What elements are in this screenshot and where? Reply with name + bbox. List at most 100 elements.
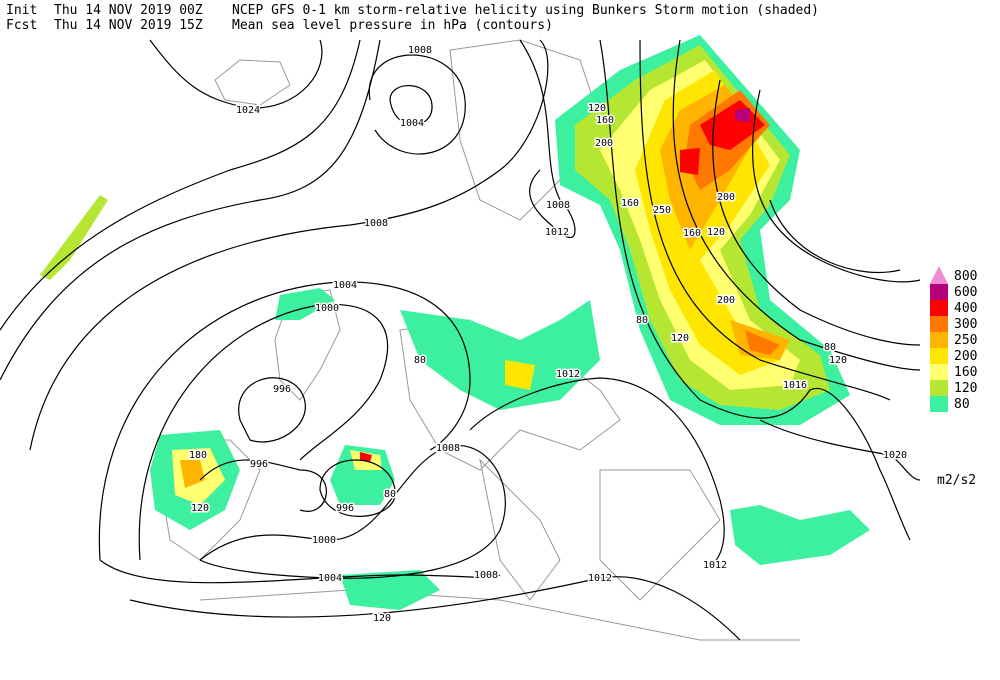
isobar <box>672 39 921 371</box>
shading-label: 80 <box>414 355 426 366</box>
colorbar-swatch <box>930 364 948 380</box>
fcst-time: Thu 14 NOV 2019 15Z <box>54 18 203 33</box>
helicity-area <box>340 570 440 610</box>
colorbar-label: 300 <box>954 317 977 332</box>
contour-label: 996 <box>336 503 354 514</box>
shading-label: 250 <box>653 205 671 216</box>
shading-label: 200 <box>717 192 735 203</box>
shading-label: 120 <box>191 503 209 514</box>
shading-label: 80 <box>824 342 836 353</box>
colorbar-swatch <box>930 332 948 348</box>
isobar <box>99 559 501 584</box>
contours <box>0 39 921 641</box>
isobar <box>368 54 466 155</box>
contour-labels: 1024 1008 1004 1008 1004 1000 996 996 996 1000 100… <box>187 44 908 626</box>
colorbar-arrow <box>930 266 948 284</box>
contour-label: 1008 <box>436 443 460 454</box>
isobar <box>599 39 911 541</box>
isobar <box>751 89 921 283</box>
isobar <box>29 39 549 451</box>
colorbar-swatch <box>930 284 948 300</box>
title-line-1: NCEP GFS 0-1 km storm-relative helicity … <box>232 3 819 18</box>
helicity-area <box>685 90 780 355</box>
isobar <box>138 303 389 561</box>
colorbar-label: 800 <box>954 269 977 284</box>
shading-label: 120 <box>671 333 689 344</box>
contour-label: 1012 <box>703 560 727 571</box>
fcst-label: Fcst <box>6 18 37 33</box>
shading-label: 160 <box>596 115 614 126</box>
contour-label: 1000 <box>312 535 336 546</box>
colorbar-label: 250 <box>954 333 977 348</box>
coastline <box>199 589 800 641</box>
colorbar-label: 80 <box>954 397 970 412</box>
shading-label: 200 <box>717 295 735 306</box>
colorbar-label: 400 <box>954 301 977 316</box>
contour-label: 1004 <box>400 118 424 129</box>
contour-label: 1012 <box>556 369 580 380</box>
shading-label: 120 <box>707 227 725 238</box>
shading-label: 120 <box>829 355 847 366</box>
helicity-area <box>180 460 205 488</box>
colorbar-label: 160 <box>954 365 977 380</box>
shading-label: 120 <box>588 103 606 114</box>
shading-label: 120 <box>373 613 391 624</box>
contour-label: 1020 <box>883 450 907 461</box>
isobar <box>469 377 725 566</box>
isobar <box>0 39 381 381</box>
shading-label: 160 <box>621 198 639 209</box>
shading <box>40 35 870 610</box>
isobar <box>639 39 891 401</box>
contour-label: 1008 <box>546 200 570 211</box>
colorbar-swatch <box>930 348 948 364</box>
isobar <box>712 79 921 346</box>
colorbar-swatch <box>930 316 948 332</box>
init-label: Init <box>6 3 37 18</box>
shading-label: 160 <box>683 228 701 239</box>
contour-label: 996 <box>250 459 268 470</box>
helicity-area <box>505 360 535 390</box>
contour-label: 996 <box>273 384 291 395</box>
isobar <box>759 419 921 481</box>
contour-label: 1024 <box>236 105 260 116</box>
colorbar-label: 600 <box>954 285 977 300</box>
contour-label: 1000 <box>315 303 339 314</box>
isobar <box>238 377 306 443</box>
title-line-2: Mean sea level pressure in hPa (contours… <box>232 18 553 33</box>
coastline <box>274 289 341 401</box>
contour-label: 1008 <box>408 45 432 56</box>
isobar <box>199 459 327 512</box>
contour-label: 1004 <box>333 280 357 291</box>
shading-label: 80 <box>636 315 648 326</box>
colorbar-swatch <box>930 300 948 316</box>
isobar <box>0 39 361 331</box>
shading-label: 200 <box>595 138 613 149</box>
contour-label: 1012 <box>545 227 569 238</box>
colorbar-label: 120 <box>954 381 977 396</box>
isobar <box>129 576 741 641</box>
colorbar-label: 200 <box>954 349 977 364</box>
contour-label: 1004 <box>318 573 342 584</box>
colorbar-swatch <box>930 396 948 412</box>
coastline <box>214 59 291 106</box>
header: Init Thu 14 NOV 2019 00Z Fcst Thu 14 NOV… <box>6 3 819 33</box>
coastline <box>479 458 561 601</box>
contour-label: 1008 <box>474 570 498 581</box>
isobar <box>519 39 576 239</box>
helicity-area <box>40 195 108 280</box>
shading-label: 180 <box>189 450 207 461</box>
contour-label: 1012 <box>588 573 612 584</box>
isobar <box>98 281 471 561</box>
helicity-area <box>360 452 372 462</box>
isobar <box>149 39 323 109</box>
unit-label: m2/s2 <box>937 473 976 488</box>
coastline <box>599 469 721 601</box>
helicity-area <box>400 300 600 410</box>
isobar <box>769 199 901 274</box>
isobar <box>319 459 396 517</box>
init-time: Thu 14 NOV 2019 00Z <box>54 3 203 18</box>
colorbar-swatch <box>930 380 948 396</box>
helicity-area <box>730 505 870 565</box>
